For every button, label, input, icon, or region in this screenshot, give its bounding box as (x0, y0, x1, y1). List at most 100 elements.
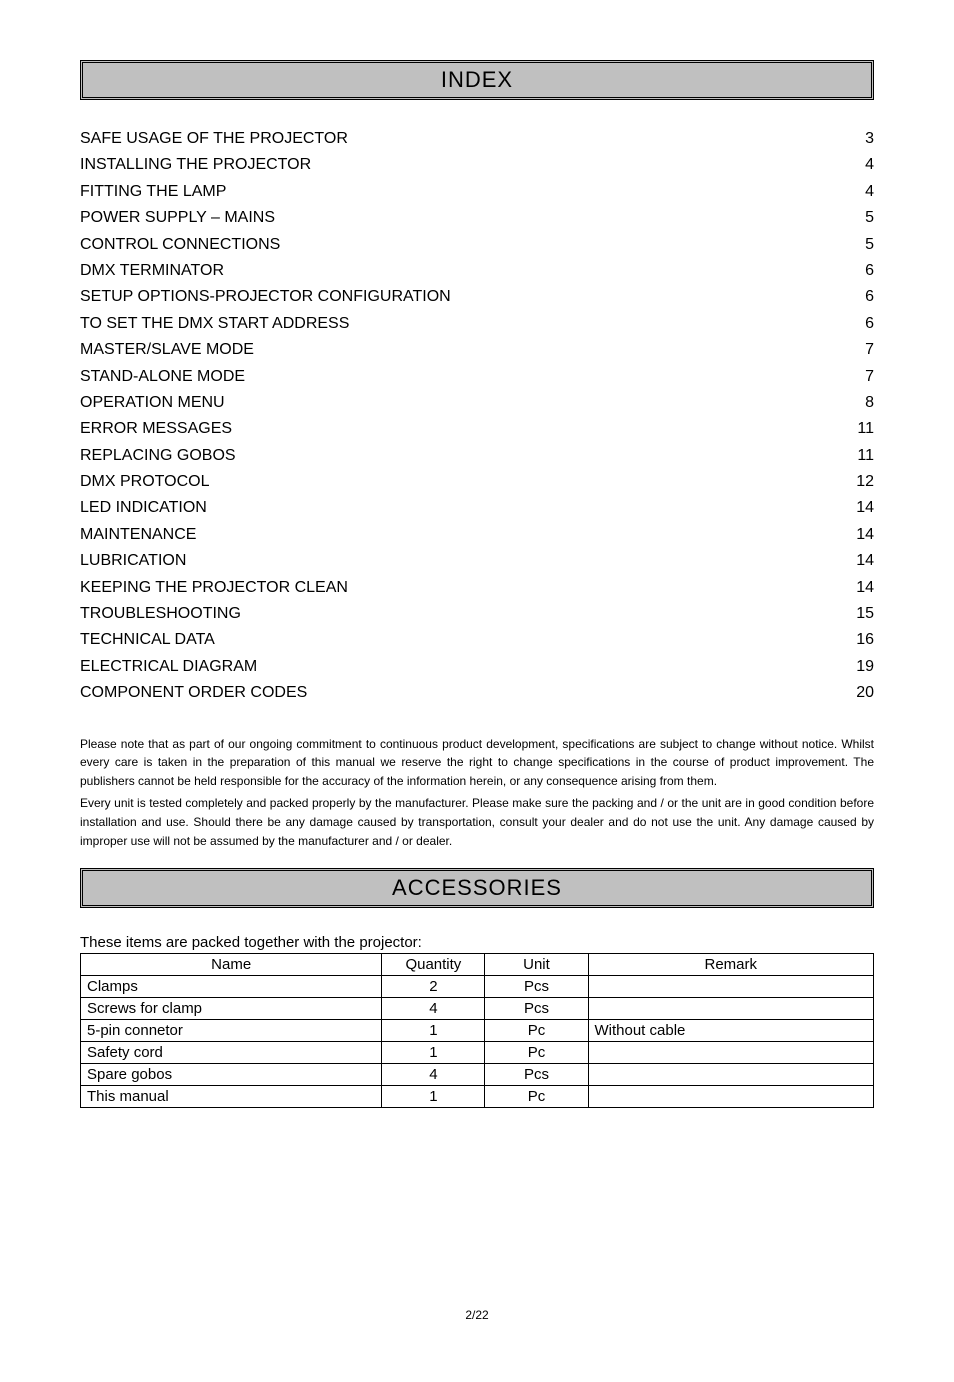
table-row: 5-pin connetor 1 Pc Without cable (81, 1020, 874, 1042)
toc-page: 4 (855, 152, 874, 178)
cell-name: Screws for clamp (81, 998, 382, 1020)
toc-label: LUBRICATION (80, 548, 196, 574)
toc-row: POWER SUPPLY – MAINS 5 (80, 205, 874, 231)
toc-label: SETUP OPTIONS-PROJECTOR CONFIGURATION (80, 284, 461, 310)
notice-paragraphs: Please note that as part of our ongoing … (80, 735, 874, 851)
toc-label: COMPONENT ORDER CODES (80, 680, 317, 706)
toc-page: 15 (846, 601, 874, 627)
table-row: This manual 1 Pc (81, 1086, 874, 1108)
cell-qty: 1 (382, 1020, 485, 1042)
toc-page: 11 (847, 443, 874, 469)
toc-row: LED INDICATION 14 (80, 495, 874, 521)
toc-label: ELECTRICAL DIAGRAM (80, 654, 267, 680)
table-row: Screws for clamp 4 Pcs (81, 998, 874, 1020)
toc-label: MASTER/SLAVE MODE (80, 337, 264, 363)
table-header-row: Name Quantity Unit Remark (81, 954, 874, 976)
page-wrapper: INDEX SAFE USAGE OF THE PROJECTOR 3 INST… (0, 0, 954, 1382)
table-row: Clamps 2 Pcs (81, 976, 874, 998)
table-of-contents: SAFE USAGE OF THE PROJECTOR 3 INSTALLING… (80, 126, 874, 707)
cell-name: Clamps (81, 976, 382, 998)
toc-page: 14 (846, 575, 874, 601)
toc-label: CONTROL CONNECTIONS (80, 232, 290, 258)
cell-name: 5-pin connetor (81, 1020, 382, 1042)
toc-page: 7 (855, 337, 874, 363)
notice-paragraph-1: Please note that as part of our ongoing … (80, 735, 874, 791)
cell-unit: Pc (485, 1086, 588, 1108)
toc-row: SETUP OPTIONS-PROJECTOR CONFIGURATION 6 (80, 284, 874, 310)
toc-row: CONTROL CONNECTIONS 5 (80, 232, 874, 258)
toc-page: 6 (855, 258, 874, 284)
cell-remark: Without cable (588, 1020, 874, 1042)
toc-row: ERROR MESSAGES 11 (80, 416, 874, 442)
toc-label: DMX PROTOCOL (80, 469, 220, 495)
toc-row: ELECTRICAL DIAGRAM 19 (80, 654, 874, 680)
cell-unit: Pcs (485, 976, 588, 998)
table-row: Safety cord 1 Pc (81, 1042, 874, 1064)
toc-row: TROUBLESHOOTING 15 (80, 601, 874, 627)
cell-unit: Pcs (485, 1064, 588, 1086)
toc-row: COMPONENT ORDER CODES 20 (80, 680, 874, 706)
cell-name: Safety cord (81, 1042, 382, 1064)
toc-row: TECHNICAL DATA 16 (80, 627, 874, 653)
toc-label: TECHNICAL DATA (80, 627, 225, 653)
toc-label: TO SET THE DMX START ADDRESS (80, 311, 359, 337)
toc-row: OPERATION MENU 8 (80, 390, 874, 416)
toc-row: DMX PROTOCOL 12 (80, 469, 874, 495)
toc-label: STAND-ALONE MODE (80, 364, 255, 390)
cell-remark (588, 976, 874, 998)
cell-qty: 1 (382, 1086, 485, 1108)
toc-page: 6 (855, 311, 874, 337)
toc-row: SAFE USAGE OF THE PROJECTOR 3 (80, 126, 874, 152)
cell-qty: 2 (382, 976, 485, 998)
col-header-remark: Remark (588, 954, 874, 976)
toc-page: 20 (846, 680, 874, 706)
cell-name: Spare gobos (81, 1064, 382, 1086)
toc-label: KEEPING THE PROJECTOR CLEAN (80, 575, 358, 601)
toc-page: 4 (855, 179, 874, 205)
toc-page: 14 (846, 548, 874, 574)
toc-row: DMX TERMINATOR 6 (80, 258, 874, 284)
toc-row: INSTALLING THE PROJECTOR 4 (80, 152, 874, 178)
toc-label: DMX TERMINATOR (80, 258, 234, 284)
toc-page: 12 (846, 469, 874, 495)
toc-label: FITTING THE LAMP (80, 179, 236, 205)
col-header-quantity: Quantity (382, 954, 485, 976)
toc-row: FITTING THE LAMP 4 (80, 179, 874, 205)
accessories-intro: These items are packed together with the… (80, 934, 874, 951)
toc-page: 6 (855, 284, 874, 310)
toc-label: LED INDICATION (80, 495, 217, 521)
toc-page: 8 (855, 390, 874, 416)
toc-label: SAFE USAGE OF THE PROJECTOR (80, 126, 358, 152)
toc-row: TO SET THE DMX START ADDRESS 6 (80, 311, 874, 337)
toc-label: MAINTENANCE (80, 522, 206, 548)
col-header-name: Name (81, 954, 382, 976)
toc-page: 7 (855, 364, 874, 390)
cell-qty: 4 (382, 998, 485, 1020)
cell-unit: Pc (485, 1042, 588, 1064)
cell-qty: 1 (382, 1042, 485, 1064)
toc-page: 14 (846, 522, 874, 548)
toc-page: 3 (855, 126, 874, 152)
cell-name: This manual (81, 1086, 382, 1108)
toc-page: 5 (855, 205, 874, 231)
toc-row: STAND-ALONE MODE 7 (80, 364, 874, 390)
toc-page: 14 (846, 495, 874, 521)
page-footer: 2/22 (80, 1308, 874, 1322)
toc-page: 5 (855, 232, 874, 258)
toc-page: 19 (846, 654, 874, 680)
toc-row: MASTER/SLAVE MODE 7 (80, 337, 874, 363)
cell-qty: 4 (382, 1064, 485, 1086)
toc-label: OPERATION MENU (80, 390, 235, 416)
toc-label: ERROR MESSAGES (80, 416, 242, 442)
accessories-heading: ACCESSORIES (80, 868, 874, 908)
toc-page: 11 (847, 416, 874, 442)
notice-paragraph-2: Every unit is tested completely and pack… (80, 794, 874, 850)
toc-label: POWER SUPPLY – MAINS (80, 205, 285, 231)
toc-label: INSTALLING THE PROJECTOR (80, 152, 321, 178)
toc-row: LUBRICATION 14 (80, 548, 874, 574)
cell-unit: Pcs (485, 998, 588, 1020)
cell-remark (588, 1064, 874, 1086)
toc-page: 16 (846, 627, 874, 653)
toc-row: MAINTENANCE 14 (80, 522, 874, 548)
cell-unit: Pc (485, 1020, 588, 1042)
